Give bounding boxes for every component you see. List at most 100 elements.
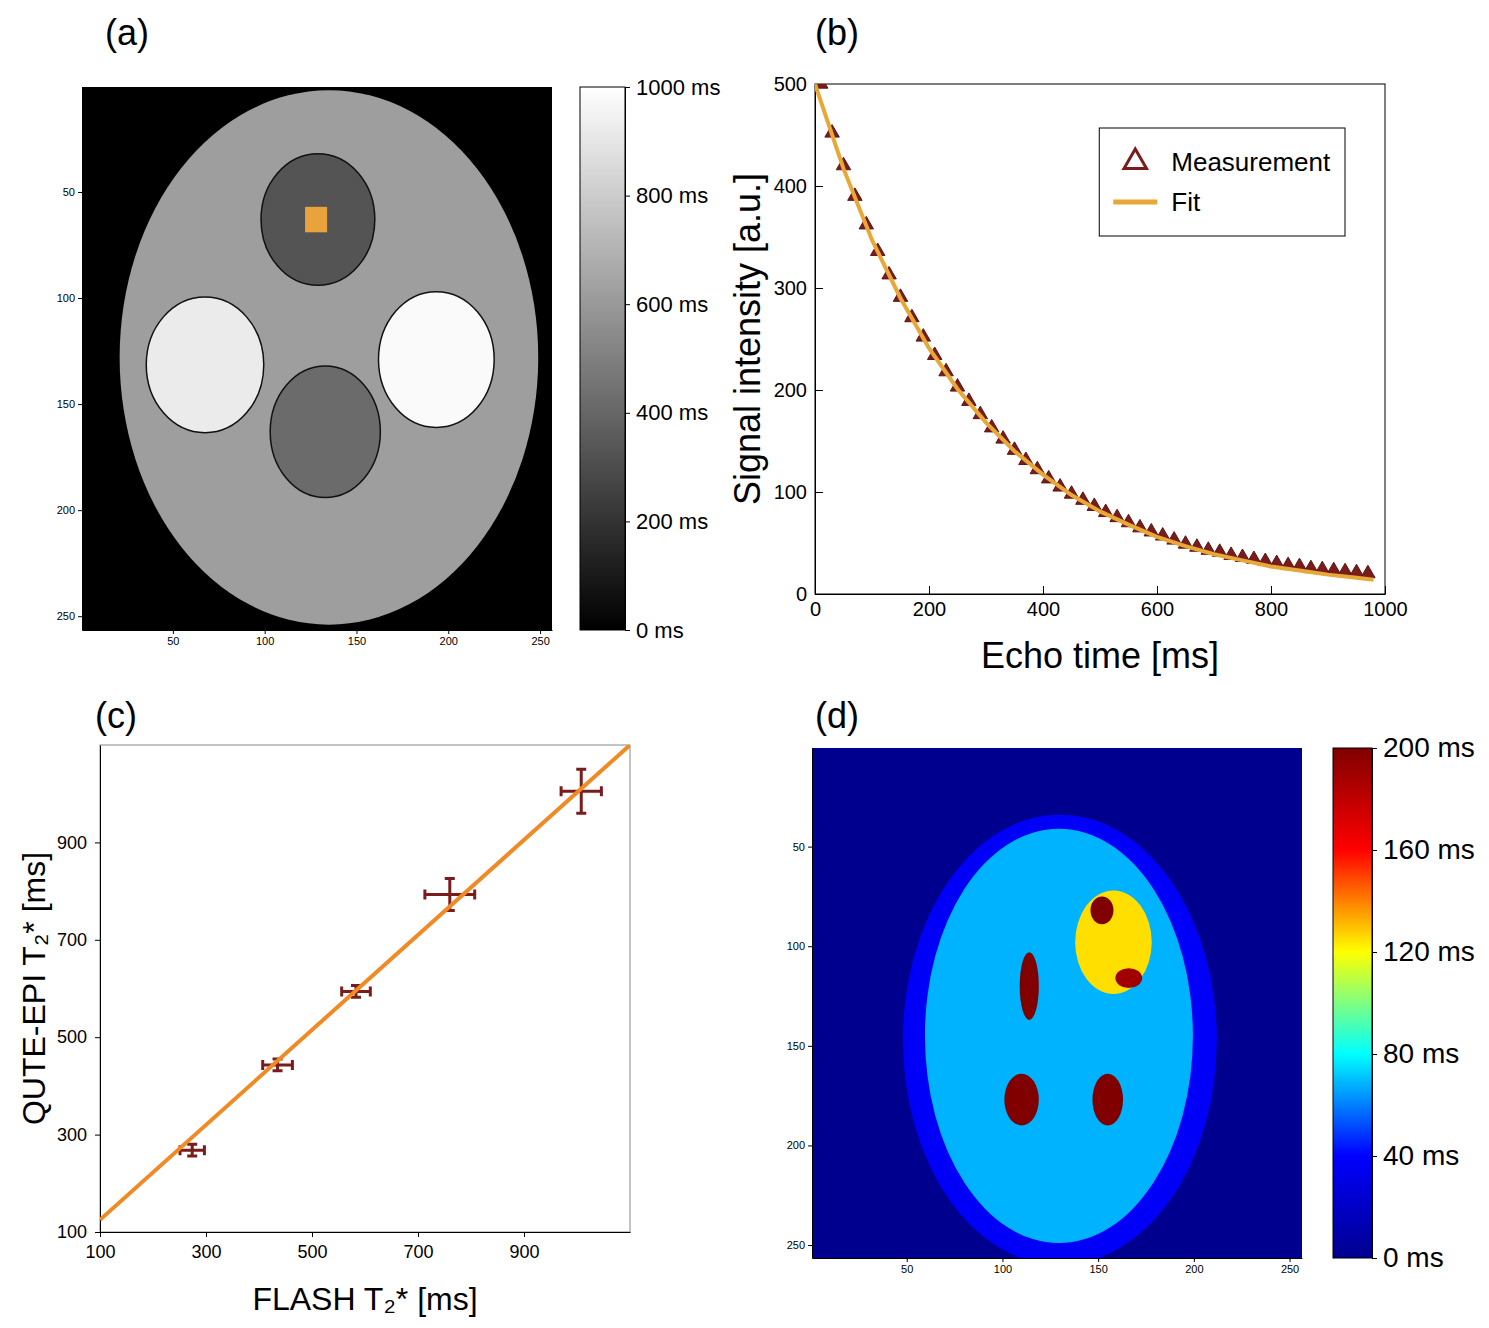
tick-label: 400 [774, 175, 807, 197]
tick-label: 50 [63, 186, 75, 198]
tick-label: 500 [57, 1027, 87, 1047]
tick-mark [625, 304, 630, 305]
image-area [812, 748, 1302, 1258]
tick: 100 [774, 481, 823, 503]
tick: 50 [167, 630, 179, 647]
region [261, 154, 375, 286]
tick-mark [808, 1245, 812, 1246]
panel-letter: (d) [815, 695, 859, 736]
region [925, 829, 1193, 1243]
axis: 0 ms200 ms400 ms600 ms800 ms1000 ms [625, 75, 720, 643]
axis: 0100200300400500 [774, 73, 823, 605]
tick: 700 [57, 930, 100, 950]
tick: 150 [1089, 1258, 1107, 1275]
tick-mark [265, 630, 266, 634]
tick-label: 800 ms [636, 183, 708, 208]
tick-mark [95, 940, 100, 941]
tick-label: 800 [1255, 598, 1288, 620]
region [146, 297, 264, 433]
tick: 160 ms [1372, 834, 1475, 865]
tick-mark [78, 616, 82, 617]
tick-label: 250 [531, 635, 549, 647]
tick-label: 200 [774, 379, 807, 401]
tick: 300 [191, 1232, 221, 1262]
axis-line [1372, 749, 1373, 1259]
legend: MeasurementFit [1099, 128, 1345, 236]
tick-mark [625, 413, 630, 414]
legend-symbol [1113, 200, 1157, 205]
tick-mark [524, 1232, 525, 1237]
y-axis-title: QUTE-EPI T₂* [ms] [16, 852, 52, 1125]
tick: 250 [1281, 1258, 1299, 1275]
tick-mark [1194, 1258, 1195, 1262]
tick-label: 600 ms [636, 292, 708, 317]
tick-mark [625, 630, 630, 631]
axis-line [100, 746, 101, 1233]
tick-mark [1372, 748, 1377, 749]
tick: 200 [57, 504, 82, 516]
tick: 700 [403, 1232, 433, 1262]
tick: 900 [509, 1232, 539, 1262]
tick-label: 900 [57, 833, 87, 853]
tick-mark [625, 87, 630, 88]
tick-mark [1372, 850, 1377, 851]
tick: 100 [994, 1258, 1012, 1275]
panel-letter: (b) [815, 12, 859, 53]
point [1361, 565, 1375, 577]
tick: 40 ms [1372, 1140, 1459, 1171]
tick: 400 ms [625, 400, 708, 425]
tick-mark [1098, 1258, 1099, 1262]
tick: 1000 [1363, 586, 1408, 620]
tick: 50 [901, 1258, 913, 1275]
tick-mark [1372, 1054, 1377, 1055]
panel-letter: (c) [95, 695, 137, 736]
tick-mark [815, 186, 823, 187]
tick-label: 150 [57, 398, 75, 410]
axis-line [625, 88, 626, 631]
tick-label: 100 [774, 481, 807, 503]
tick-mark [540, 630, 541, 634]
tick-mark [808, 1145, 812, 1146]
tick-label: 0 ms [1383, 1242, 1444, 1273]
tick: 250 [531, 630, 549, 647]
tick-mark [1290, 1258, 1291, 1262]
tick: 100 [57, 1222, 100, 1242]
tick-label: 200 [440, 635, 458, 647]
y-axis-title: Signal intensity [a.u.] [727, 173, 768, 505]
tick: 250 [787, 1239, 812, 1251]
tick-mark [929, 586, 930, 594]
legend-label: Fit [1171, 187, 1201, 217]
tick: 100 [787, 940, 812, 952]
tick-label: 300 [191, 1242, 221, 1262]
point [1349, 564, 1363, 576]
tick: 250 [57, 610, 82, 622]
tick-label: 100 [57, 1222, 87, 1242]
tick: 200 [787, 1139, 812, 1151]
tick: 300 [774, 277, 823, 299]
tick-mark [356, 630, 357, 634]
tick: 600 ms [625, 292, 708, 317]
tick-label: 200 ms [636, 509, 708, 534]
region [1092, 1074, 1123, 1126]
region [270, 366, 380, 498]
tick-mark [1372, 1258, 1377, 1259]
tick-label: 700 [57, 930, 87, 950]
tick-mark [1002, 1258, 1003, 1262]
tick-label: 200 [57, 504, 75, 516]
tick-label: 100 [994, 1263, 1012, 1275]
tick-mark [625, 196, 630, 197]
tick-label: 0 [810, 598, 821, 620]
tick: 50 [63, 186, 82, 198]
tick: 100 [85, 1232, 115, 1262]
tick-label: 0 ms [636, 618, 684, 643]
axis-line [82, 88, 83, 631]
tick-mark [815, 594, 823, 595]
line [100, 745, 630, 1220]
tick: 200 ms [625, 509, 708, 534]
axis: 50100150200250 [787, 749, 813, 1259]
tick-mark [448, 630, 449, 634]
tick-mark [808, 1046, 812, 1047]
tick: 150 [57, 398, 82, 410]
plot-area [100, 745, 630, 1220]
tick-label: 700 [403, 1242, 433, 1262]
